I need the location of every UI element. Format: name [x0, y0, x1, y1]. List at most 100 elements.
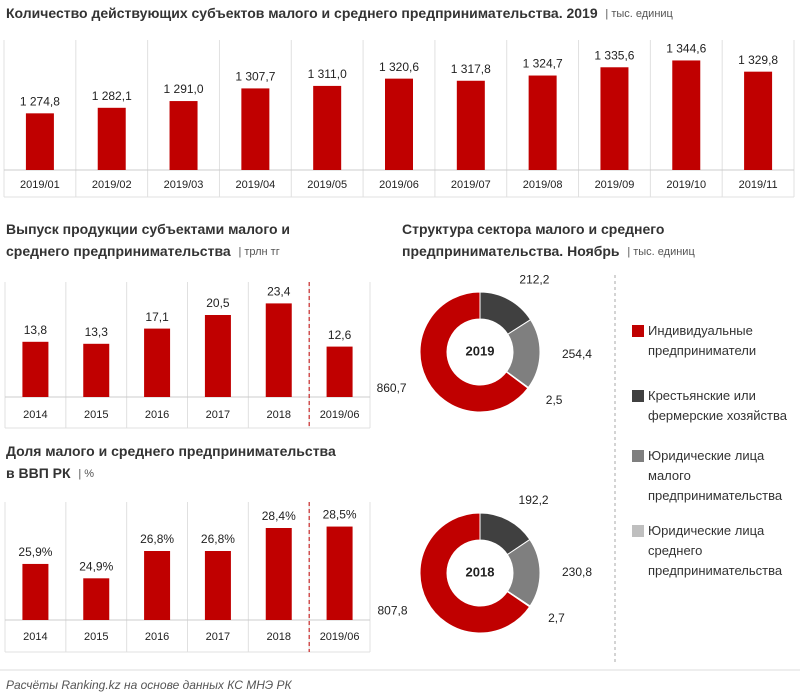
value-label: 17,1 — [145, 310, 169, 324]
value-label: 1 320,6 — [379, 60, 419, 74]
center-label: 2018 — [466, 564, 495, 579]
value-label: 28,5% — [323, 508, 357, 522]
x-tick-label: 2016 — [145, 409, 169, 421]
chart-title: в ВВП РК | % — [6, 465, 94, 481]
chart-title: Выпуск продукции субъектами малого и — [6, 221, 290, 237]
title-line: Доля малого и среднего предпринимательст… — [6, 443, 336, 459]
value-label: 1 291,0 — [164, 82, 204, 96]
bar — [313, 85, 342, 170]
bar — [83, 343, 110, 397]
value-label: 28,4% — [262, 509, 296, 523]
title-line: среднего предпринимательства — [6, 243, 231, 259]
chart-title: предпринимательства. Ноябрь | тыс. едини… — [402, 243, 695, 259]
value-label: 807,8 — [377, 604, 407, 618]
bar — [144, 328, 171, 397]
bar — [672, 60, 701, 170]
x-tick-label: 2018 — [267, 409, 291, 421]
unit-label: | трлн тг — [238, 246, 279, 258]
value-label: 1 344,6 — [666, 42, 706, 56]
legend-swatch — [632, 450, 644, 462]
legend-swatch — [632, 525, 644, 537]
value-label: 254,4 — [562, 347, 592, 361]
bar — [204, 315, 231, 397]
x-tick-label: 2019/09 — [595, 179, 635, 191]
title-space — [620, 243, 628, 259]
bar — [528, 75, 557, 170]
value-label: 1 329,8 — [738, 53, 778, 67]
value-label: 13,8 — [24, 323, 48, 337]
donut-slice — [506, 590, 531, 608]
value-label: 1 311,0 — [308, 67, 347, 81]
value-label: 24,9% — [79, 559, 113, 573]
title-line: Структура сектора малого и среднего — [402, 221, 664, 237]
title-line: Количество действующих субъектов малого … — [6, 5, 598, 21]
value-label: 860,7 — [377, 381, 407, 395]
x-tick-label: 2015 — [84, 631, 108, 643]
x-tick-label: 2019/06 — [320, 409, 360, 421]
value-label: 13,3 — [85, 325, 109, 339]
donut-slice — [505, 370, 530, 389]
chart-title: среднего предпринимательства | трлн тг — [6, 243, 280, 259]
bar — [25, 113, 54, 170]
value-label: 20,5 — [206, 296, 230, 310]
value-label: 26,8% — [140, 532, 174, 546]
bar — [265, 303, 292, 397]
chart-title: Структура сектора малого и среднего — [402, 221, 664, 237]
value-label: 212,2 — [519, 272, 549, 286]
legend-swatch — [632, 390, 644, 402]
donut-slice — [419, 512, 531, 634]
value-label: 2,7 — [548, 611, 565, 625]
bar — [97, 107, 126, 170]
value-label: 1 335,6 — [594, 48, 634, 62]
x-tick-label: 2014 — [23, 631, 47, 643]
x-tick-label: 2019/05 — [307, 179, 347, 191]
value-label: 1 307,7 — [235, 70, 275, 84]
x-tick-label: 2019/06 — [379, 179, 419, 191]
x-tick-label: 2015 — [84, 409, 108, 421]
bar — [144, 551, 171, 620]
unit-label: | тыс. единиц — [605, 8, 673, 20]
unit-label: | % — [78, 468, 94, 480]
value-label: 2,5 — [546, 393, 563, 407]
legend-label: Индивидуальные предприниматели — [648, 323, 757, 358]
x-tick-label: 2018 — [267, 631, 291, 643]
x-tick-label: 2019/01 — [20, 179, 60, 191]
center-label: 2019 — [466, 343, 495, 358]
bar — [83, 578, 110, 620]
x-tick-label: 2014 — [23, 409, 47, 421]
value-label: 25,9% — [18, 545, 52, 559]
x-tick-label: 2019/11 — [739, 179, 778, 191]
x-tick-label: 2016 — [145, 631, 169, 643]
bar — [456, 80, 485, 170]
bar — [241, 88, 270, 170]
value-label: 192,2 — [519, 493, 549, 507]
bar — [204, 551, 231, 620]
legend-swatch — [632, 325, 644, 337]
x-tick-label: 2019/02 — [92, 179, 132, 191]
value-label: 12,6 — [328, 328, 352, 342]
title-space — [71, 465, 79, 481]
value-label: 1 274,8 — [20, 95, 60, 109]
value-label: 230,8 — [562, 565, 592, 579]
value-label: 23,4 — [267, 285, 291, 299]
title-line: предпринимательства. Ноябрь — [402, 243, 620, 259]
bar — [326, 346, 353, 397]
title-line: в ВВП РК — [6, 465, 71, 481]
x-tick-label: 2019/07 — [451, 179, 491, 191]
bar — [169, 101, 198, 170]
x-tick-label: 2019/06 — [320, 631, 360, 643]
bar — [600, 67, 629, 170]
bar — [744, 71, 773, 170]
title-space — [231, 243, 239, 259]
bar — [22, 341, 49, 397]
value-label: 26,8% — [201, 532, 235, 546]
x-tick-label: 2019/03 — [164, 179, 204, 191]
chart-title: Количество действующих субъектов малого … — [6, 5, 674, 21]
x-tick-label: 2019/08 — [523, 179, 563, 191]
legend-label: Юридические лица среднего предпринимател… — [648, 523, 783, 578]
x-tick-label: 2017 — [206, 409, 230, 421]
chart-title: Доля малого и среднего предпринимательст… — [6, 443, 336, 459]
value-label: 1 317,8 — [451, 62, 491, 76]
